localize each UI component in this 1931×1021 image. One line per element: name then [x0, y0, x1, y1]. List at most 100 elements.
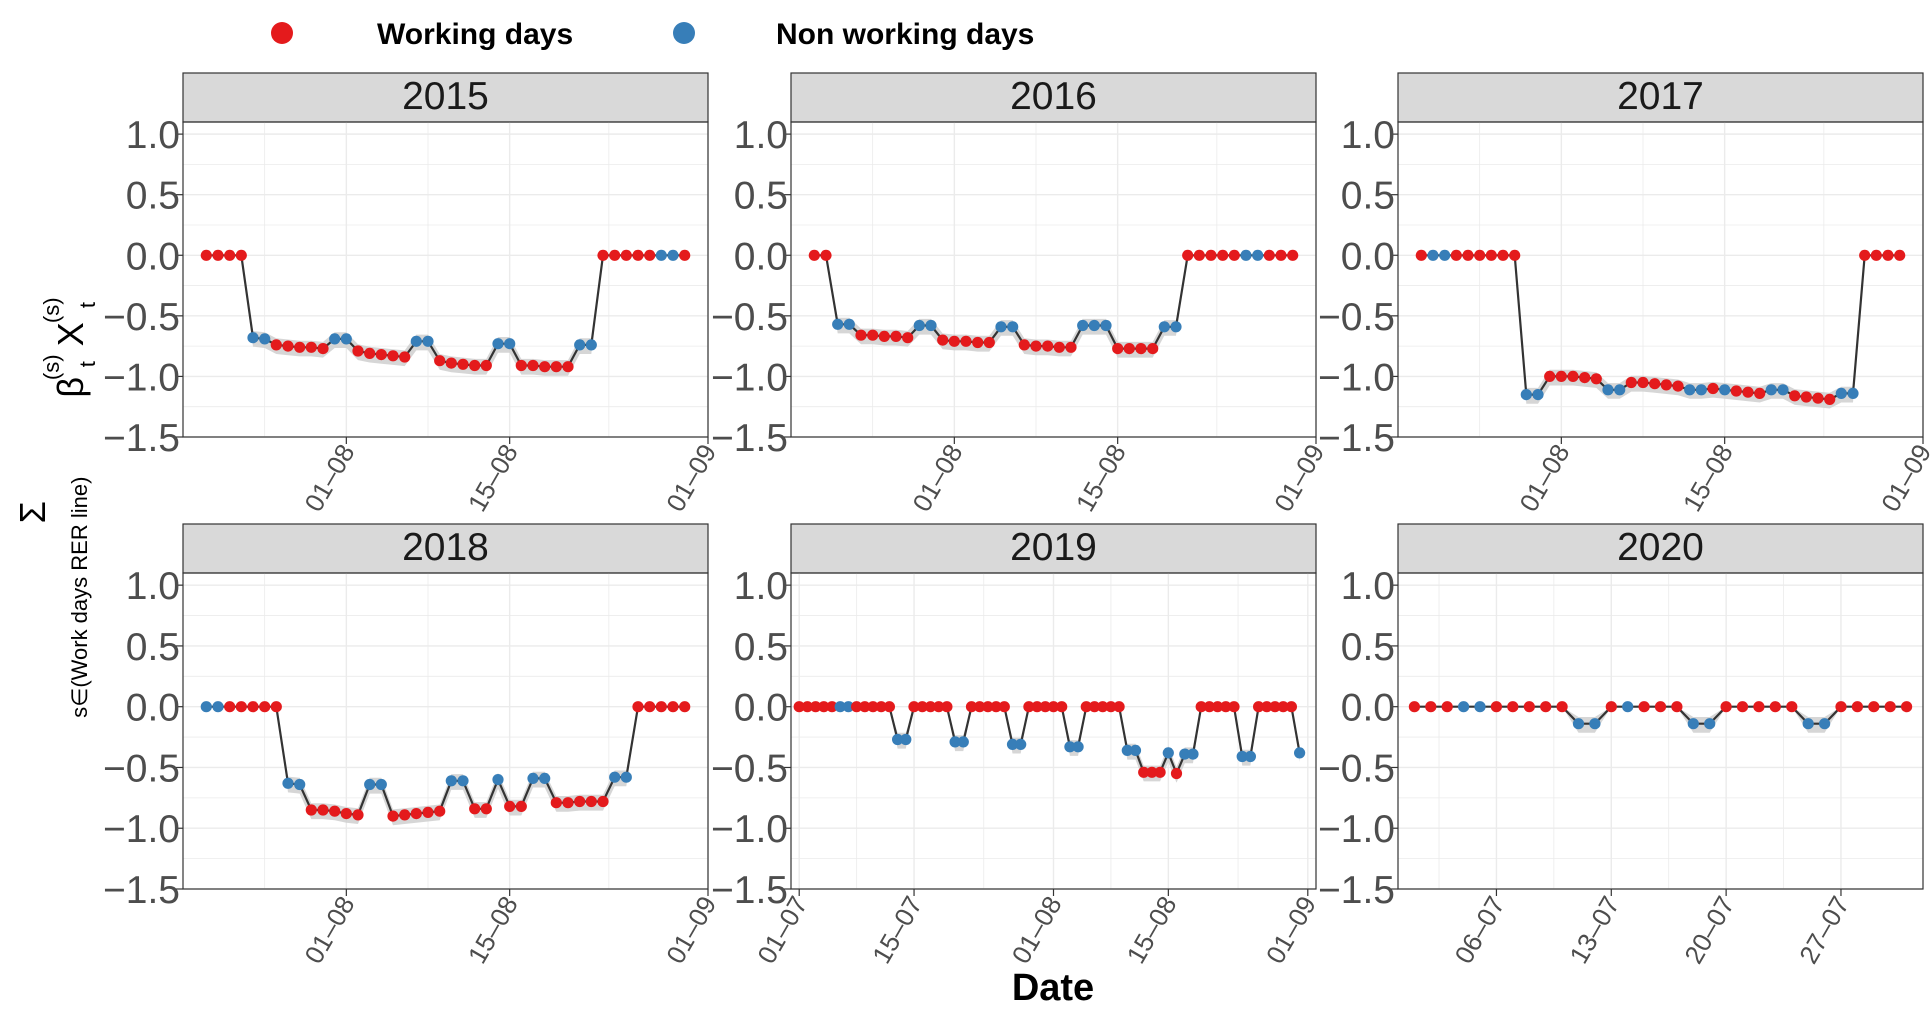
point-non-working-day	[422, 335, 434, 347]
point-working-day	[1851, 701, 1863, 713]
point-working-day	[1146, 766, 1158, 778]
point-working-day	[317, 804, 329, 816]
point-working-day	[597, 795, 609, 808]
panel-border	[182, 572, 709, 890]
point-non-working-day	[1687, 718, 1699, 730]
point-working-day	[235, 249, 247, 261]
ylabel-x-sup: (s)	[39, 297, 64, 323]
point-non-working-day	[410, 335, 422, 347]
y-tick-label: −1.0	[103, 356, 180, 399]
point-working-day	[620, 249, 632, 261]
point-working-day	[1113, 701, 1125, 713]
point-working-day	[1901, 701, 1913, 713]
panel-strip	[1397, 72, 1924, 123]
point-working-day	[679, 701, 691, 713]
y-tick-label: 0.5	[126, 626, 180, 669]
point-working-day	[1285, 701, 1297, 713]
panel-strip-title: 2018	[402, 526, 489, 569]
point-working-day	[902, 332, 914, 344]
point-non-working-day	[1622, 701, 1634, 713]
point-non-working-day	[1614, 384, 1626, 396]
point-working-day	[352, 809, 364, 821]
point-non-working-day	[259, 333, 271, 345]
point-non-working-day	[212, 701, 224, 713]
panel-strip-title: 2016	[1010, 75, 1097, 118]
point-working-day	[1736, 701, 1749, 713]
point-working-day	[515, 359, 527, 372]
point-working-day	[1147, 343, 1159, 355]
point-non-working-day	[1704, 718, 1716, 730]
y-tick-label: 1.0	[1341, 114, 1395, 157]
point-non-working-day	[925, 319, 937, 332]
point-working-day	[1408, 701, 1420, 713]
point-working-day	[457, 358, 469, 370]
point-working-day	[1203, 701, 1215, 713]
point-working-day	[1030, 340, 1042, 352]
point-working-day	[1042, 340, 1054, 352]
point-non-working-day	[1170, 321, 1182, 333]
point-non-working-day	[1187, 748, 1199, 760]
point-working-day	[826, 701, 838, 713]
point-working-day	[937, 334, 949, 346]
point-non-working-day	[527, 772, 539, 785]
point-working-day	[1450, 249, 1462, 261]
point-working-day	[1649, 378, 1661, 390]
point-non-working-day	[995, 321, 1007, 333]
point-working-day	[1859, 249, 1871, 261]
point-working-day	[1720, 701, 1732, 713]
point-working-day	[1638, 701, 1650, 713]
point-working-day	[1671, 701, 1683, 713]
point-working-day	[504, 800, 516, 813]
y-tick-label: −1.5	[1318, 417, 1395, 460]
point-working-day	[632, 701, 644, 713]
y-tick-label: −1.0	[1318, 808, 1395, 851]
point-non-working-day	[1719, 384, 1731, 396]
point-working-day	[1275, 249, 1287, 261]
point-working-day	[259, 701, 271, 713]
point-non-working-day	[1572, 718, 1585, 730]
point-working-day	[200, 249, 212, 261]
y-tick-label: −1.0	[1318, 356, 1395, 399]
y-tick-label: 0.0	[1341, 235, 1395, 278]
y-tick-label: 0.5	[734, 175, 788, 218]
legend-label-nonworking: Non working days	[776, 18, 1034, 51]
y-tick-label: 0.0	[126, 235, 180, 278]
y-tick-label: 1.0	[734, 565, 788, 608]
point-non-working-day	[1179, 748, 1191, 760]
point-working-day	[1277, 701, 1289, 713]
point-working-day	[1556, 701, 1568, 713]
point-working-day	[890, 330, 902, 342]
point-working-day	[933, 701, 945, 713]
point-working-day	[924, 701, 937, 713]
point-working-day	[1637, 376, 1649, 389]
ylabel-beta-sub: t	[75, 361, 100, 367]
point-working-day	[883, 701, 896, 713]
point-working-day	[1742, 386, 1754, 398]
point-working-day	[410, 808, 422, 820]
point-working-day	[801, 701, 814, 713]
y-tick-label: −1.5	[711, 417, 788, 460]
point-working-day	[1039, 701, 1051, 713]
point-working-day	[1800, 391, 1812, 403]
point-working-day	[1544, 370, 1556, 382]
y-tick-label: −1.0	[711, 356, 788, 399]
point-working-day	[1154, 766, 1166, 778]
point-working-day	[445, 357, 457, 369]
point-working-day	[1182, 249, 1194, 261]
point-working-day	[329, 805, 341, 817]
point-working-day	[212, 249, 224, 261]
point-non-working-day	[1158, 321, 1170, 333]
confidence-band	[799, 706, 1300, 783]
point-working-day	[480, 803, 492, 815]
point-working-day	[793, 701, 805, 713]
point-non-working-day	[1835, 387, 1847, 399]
y-tick-label: 0.5	[1341, 175, 1395, 218]
point-working-day	[1474, 249, 1486, 261]
point-working-day	[908, 701, 920, 713]
point-non-working-day	[375, 778, 387, 791]
point-working-day	[1707, 382, 1719, 395]
point-non-working-day	[1532, 389, 1544, 401]
point-working-day	[1170, 767, 1183, 780]
point-non-working-day	[340, 333, 352, 345]
